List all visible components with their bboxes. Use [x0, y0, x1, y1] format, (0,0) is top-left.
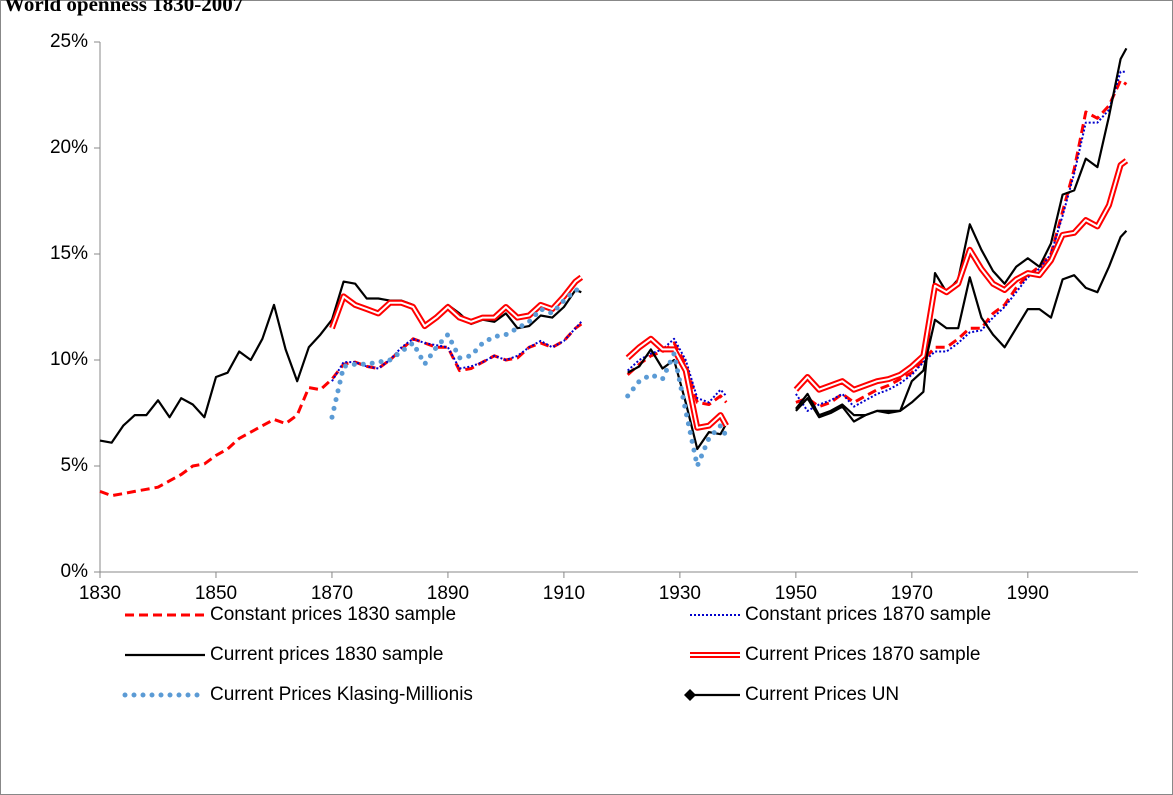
y-tick-label: 25%: [50, 31, 88, 52]
legend-item: Current prices 1830 sample: [125, 644, 443, 665]
x-tick-label: 1930: [659, 583, 701, 604]
y-tick-label: 15%: [50, 243, 88, 264]
legend-label: Constant prices 1870 sample: [745, 604, 991, 625]
series-line: [795, 229, 1128, 423]
x-tick-label: 1870: [311, 583, 353, 604]
legend-label: Current Prices Klasing-Millionis: [210, 684, 473, 705]
chart-title: World openness 1830-2007: [4, 0, 243, 16]
legend-item: Constant prices 1830 sample: [125, 604, 456, 625]
legend-item: Current Prices 1870 sample: [690, 644, 981, 665]
y-tick-label: 5%: [61, 455, 89, 476]
x-tick-label: 1950: [775, 583, 817, 604]
y-tick-label: 20%: [50, 137, 88, 158]
legend-label: Current prices 1830 sample: [210, 644, 443, 665]
series-line: [329, 287, 729, 469]
x-tick-label: 1850: [195, 583, 237, 604]
x-tick-label: 1890: [427, 583, 469, 604]
legend-item: Current Prices Klasing-Millionis: [122, 684, 473, 705]
x-tick-label: 1970: [891, 583, 933, 604]
x-tick-label: 1910: [543, 583, 585, 604]
legend-item: Constant prices 1870 sample: [690, 604, 991, 625]
y-tick-label: 0%: [61, 561, 89, 582]
legend-item: Current Prices UN: [684, 684, 899, 705]
series-line: [331, 70, 1127, 412]
x-tick-label: 1990: [1007, 583, 1049, 604]
legend-label: Current Prices 1870 sample: [745, 644, 981, 665]
series-line-inner: [331, 159, 1127, 429]
x-tick-label: 1830: [79, 583, 121, 604]
legend-label: Current Prices UN: [745, 684, 899, 705]
legend-marker: [684, 689, 696, 701]
y-tick-label: 10%: [50, 349, 88, 370]
legend-label: Constant prices 1830 sample: [210, 604, 456, 625]
